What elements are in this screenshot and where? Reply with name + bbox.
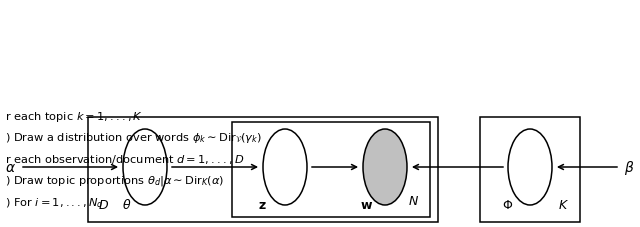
Text: $\theta$: $\theta$	[122, 197, 131, 211]
Text: $\mathbf{w}$: $\mathbf{w}$	[360, 198, 373, 211]
Ellipse shape	[263, 129, 307, 205]
Bar	[480, 118, 580, 222]
Text: $\Phi$: $\Phi$	[502, 198, 513, 211]
Ellipse shape	[363, 129, 407, 205]
Text: $N$: $N$	[408, 194, 419, 207]
Text: $\alpha$: $\alpha$	[5, 160, 16, 174]
Text: r each topic $k = 1, ..., K$: r each topic $k = 1, ..., K$	[5, 109, 143, 123]
Text: r each observation/document $d = 1, ..., D$: r each observation/document $d = 1, ...,…	[5, 152, 244, 165]
Bar	[88, 118, 438, 222]
Text: ) For $i = 1, ..., N_d$: ) For $i = 1, ..., N_d$	[5, 195, 104, 209]
Text: ) Draw topic proportions $\theta_d|\alpha \sim \mathrm{Dir}_K(\alpha)$: ) Draw topic proportions $\theta_d|\alph…	[5, 174, 224, 188]
Ellipse shape	[508, 129, 552, 205]
Text: $\mathbf{z}$: $\mathbf{z}$	[258, 198, 267, 211]
Bar	[232, 122, 430, 217]
Text: $\beta$: $\beta$	[624, 158, 634, 176]
Ellipse shape	[123, 129, 167, 205]
Text: ) Draw a distribution over words $\phi_k \sim \mathrm{Dir}_{\mathcal{V}}(\gamma_: ) Draw a distribution over words $\phi_k…	[5, 131, 262, 145]
Text: $K$: $K$	[558, 198, 569, 211]
Text: $D$: $D$	[98, 198, 109, 211]
